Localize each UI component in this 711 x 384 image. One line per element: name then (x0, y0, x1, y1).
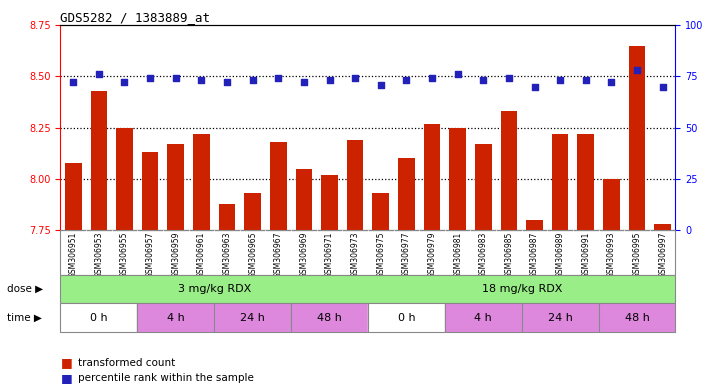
Text: time ▶: time ▶ (7, 313, 42, 323)
Bar (526, 220, 542, 230)
Bar (501, 111, 517, 230)
Bar (65, 162, 82, 230)
Point (375, 81, 387, 88)
Bar (245, 194, 261, 230)
Text: transformed count: transformed count (78, 358, 176, 368)
Text: 24 h: 24 h (240, 313, 265, 323)
Text: 0 h: 0 h (90, 313, 107, 323)
Point (170, 75, 181, 81)
Bar (347, 140, 363, 230)
Bar (137, 303, 214, 332)
Point (272, 75, 284, 81)
Bar (214, 303, 291, 332)
Text: ■: ■ (60, 356, 73, 369)
Bar (60, 303, 137, 332)
Bar (368, 303, 445, 332)
Bar (60, 275, 368, 303)
Text: 0 h: 0 h (397, 313, 415, 323)
Bar (654, 224, 671, 230)
Point (580, 77, 592, 83)
Bar (296, 169, 312, 230)
Point (298, 79, 309, 86)
Point (452, 71, 464, 77)
Bar (577, 134, 594, 230)
Bar (445, 303, 522, 332)
Point (324, 77, 335, 83)
Text: 3 mg/kg RDX: 3 mg/kg RDX (178, 284, 251, 294)
Point (631, 67, 643, 73)
Bar (116, 127, 133, 230)
Text: ■: ■ (60, 372, 73, 384)
Point (221, 79, 232, 86)
Bar (141, 152, 159, 230)
Bar (321, 175, 338, 230)
Text: 18 mg/kg RDX: 18 mg/kg RDX (481, 284, 562, 294)
Point (478, 77, 489, 83)
Bar (552, 134, 569, 230)
Point (427, 75, 438, 81)
Bar (373, 194, 389, 230)
Text: 48 h: 48 h (624, 313, 649, 323)
Bar (449, 127, 466, 230)
Text: dose ▶: dose ▶ (7, 284, 43, 294)
Bar (629, 45, 646, 230)
Text: 48 h: 48 h (317, 313, 342, 323)
Text: 4 h: 4 h (474, 313, 492, 323)
Point (503, 75, 515, 81)
Point (555, 77, 566, 83)
Bar (219, 204, 235, 230)
Point (529, 84, 540, 90)
Point (196, 77, 207, 83)
Bar (291, 303, 368, 332)
Bar (603, 179, 620, 230)
Text: percentile rank within the sample: percentile rank within the sample (78, 373, 254, 383)
Point (401, 77, 412, 83)
Point (247, 77, 258, 83)
Bar (398, 159, 415, 230)
Bar (270, 142, 287, 230)
Point (119, 79, 130, 86)
Bar (167, 144, 184, 230)
Point (349, 75, 360, 81)
Text: 24 h: 24 h (547, 313, 572, 323)
Bar (599, 303, 675, 332)
Point (93, 71, 105, 77)
Bar (522, 303, 599, 332)
Point (606, 79, 617, 86)
Text: 4 h: 4 h (167, 313, 185, 323)
Text: GDS5282 / 1383889_at: GDS5282 / 1383889_at (60, 11, 210, 24)
Point (144, 75, 156, 81)
Point (68, 79, 79, 86)
Point (657, 84, 668, 90)
Bar (475, 144, 491, 230)
Bar (193, 134, 210, 230)
Bar (424, 124, 440, 230)
Bar (90, 91, 107, 230)
Bar (368, 275, 675, 303)
